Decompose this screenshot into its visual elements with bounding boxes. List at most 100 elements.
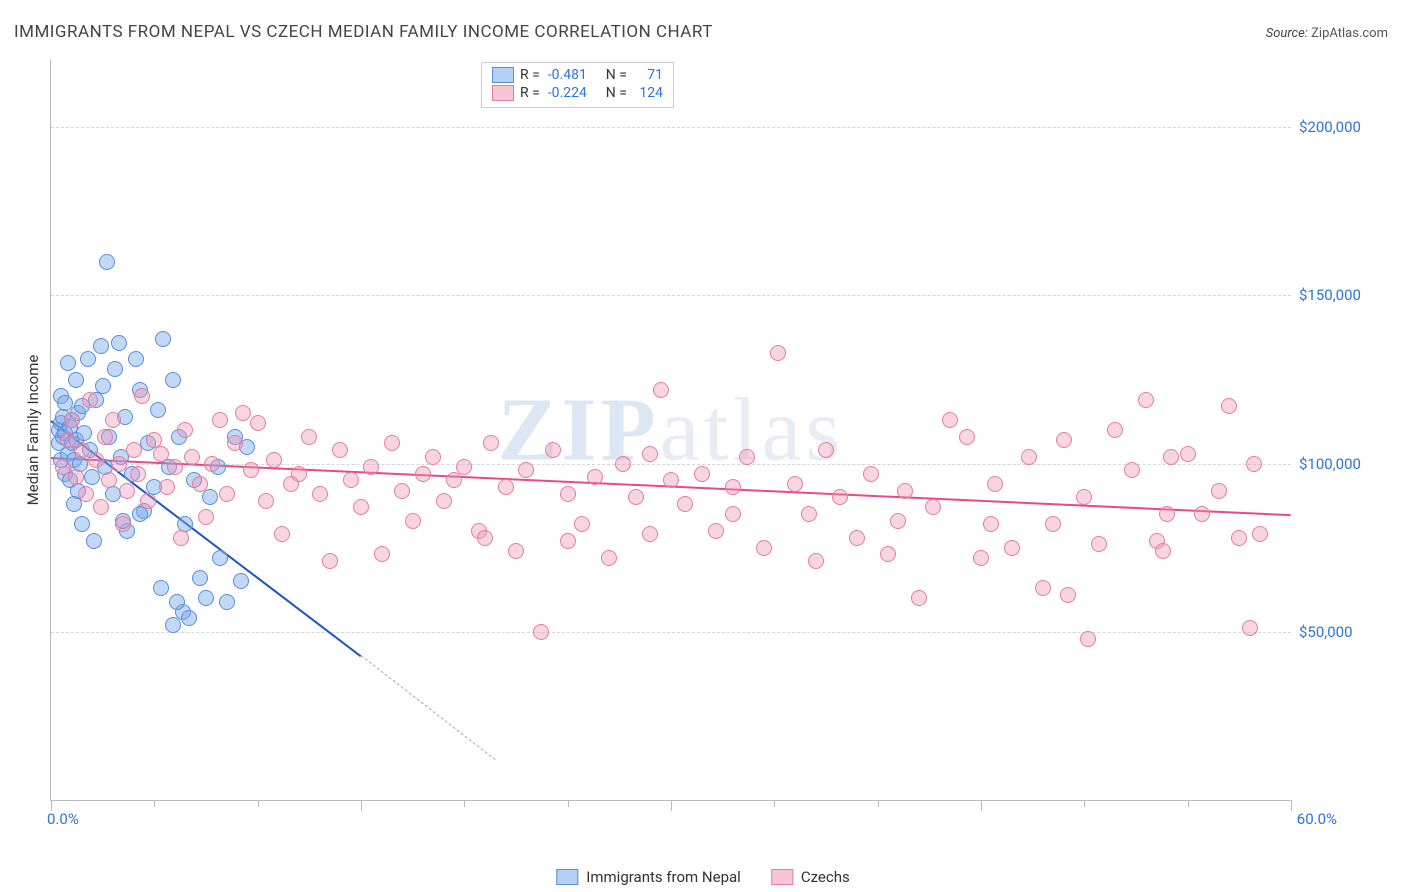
scatter-point (126, 442, 142, 458)
scatter-point (235, 405, 251, 421)
scatter-point (153, 580, 169, 596)
scatter-point (1056, 432, 1072, 448)
scatter-point (925, 499, 941, 515)
scatter-point (560, 533, 576, 549)
scatter-point (140, 493, 156, 509)
scatter-point (219, 486, 235, 502)
y-axis-label: Median Family Income (24, 355, 42, 506)
gridline-h (51, 127, 1291, 128)
scatter-point (107, 361, 123, 377)
scatter-point (198, 590, 214, 606)
x-axis-max-label: 60.0% (1297, 810, 1337, 828)
scatter-point (192, 570, 208, 586)
scatter-point (446, 472, 462, 488)
n-value-czech: 124 (635, 84, 663, 102)
scatter-point (1159, 506, 1175, 522)
scatter-point (95, 378, 111, 394)
scatter-point (363, 459, 379, 475)
scatter-point (615, 456, 631, 472)
scatter-point (642, 526, 658, 542)
r-label: R = (520, 66, 540, 84)
scatter-point (1107, 422, 1123, 438)
scatter-point (1080, 631, 1096, 647)
scatter-point (173, 530, 189, 546)
scatter-point (1252, 526, 1268, 542)
x-tick (671, 800, 672, 811)
scatter-point (266, 452, 282, 468)
scatter-point (76, 425, 92, 441)
scatter-point (787, 476, 803, 492)
r-value-nepal: -0.481 (548, 66, 587, 84)
legend-swatch-blue (556, 869, 578, 885)
stat-row-nepal: R = -0.481 N = 71 (492, 66, 663, 84)
stat-row-czech: R = -0.224 N = 124 (492, 84, 663, 102)
scatter-point (219, 594, 235, 610)
plot-container: ZIPatlas Median Family Income R = -0.481… (50, 60, 1380, 830)
r-value-czech: -0.224 (548, 84, 587, 102)
scatter-point (204, 456, 220, 472)
scatter-point (212, 412, 228, 428)
scatter-point (1045, 516, 1061, 532)
n-label: N = (606, 66, 627, 84)
scatter-point (973, 550, 989, 566)
scatter-point (130, 466, 146, 482)
scatter-point (99, 254, 115, 270)
scatter-point (601, 550, 617, 566)
scatter-point (1211, 483, 1227, 499)
scatter-point (436, 493, 452, 509)
scatter-point (132, 506, 148, 522)
scatter-point (942, 412, 958, 428)
scatter-point (192, 476, 208, 492)
swatch-pink (492, 85, 514, 101)
y-tick-label: $100,000 (1299, 455, 1361, 473)
scatter-point (68, 469, 84, 485)
scatter-point (353, 499, 369, 515)
legend-label-czech: Czechs (801, 868, 850, 886)
scatter-point (332, 442, 348, 458)
legend-label-nepal: Immigrants from Nepal (586, 868, 741, 886)
scatter-point (105, 412, 121, 428)
scatter-point (987, 476, 1003, 492)
scatter-point (1035, 580, 1051, 596)
r-label-2: R = (520, 84, 540, 102)
scatter-point (322, 553, 338, 569)
scatter-point (167, 459, 183, 475)
x-tick (568, 800, 569, 807)
x-tick (464, 800, 465, 807)
scatter-point (93, 338, 109, 354)
x-tick (981, 800, 982, 811)
scatter-point (1180, 446, 1196, 462)
bottom-legend: Immigrants from Nepal Czechs (556, 868, 849, 886)
scatter-point (1194, 506, 1210, 522)
stat-legend: R = -0.481 N = 71 R = -0.224 N = 124 (481, 62, 674, 108)
scatter-point (863, 466, 879, 482)
scatter-point (93, 499, 109, 515)
scatter-point (88, 452, 104, 468)
scatter-point (134, 388, 150, 404)
scatter-point (111, 335, 127, 351)
scatter-point (1076, 489, 1092, 505)
scatter-point (68, 372, 84, 388)
scatter-point (227, 435, 243, 451)
legend-swatch-pink (771, 869, 793, 885)
scatter-point (97, 429, 113, 445)
scatter-point (628, 489, 644, 505)
scatter-point (983, 516, 999, 532)
scatter-point (128, 351, 144, 367)
scatter-point (483, 435, 499, 451)
scatter-point (198, 509, 214, 525)
scatter-point (384, 435, 400, 451)
x-tick (258, 800, 259, 807)
scatter-point (533, 624, 549, 640)
scatter-point (343, 472, 359, 488)
scatter-point (258, 493, 274, 509)
scatter-point (959, 429, 975, 445)
gridline-h (51, 632, 1291, 633)
scatter-point (663, 472, 679, 488)
x-tick (1291, 800, 1292, 811)
scatter-point (111, 456, 127, 472)
scatter-point (897, 483, 913, 499)
scatter-point (911, 590, 927, 606)
scatter-point (832, 489, 848, 505)
scatter-point (150, 402, 166, 418)
